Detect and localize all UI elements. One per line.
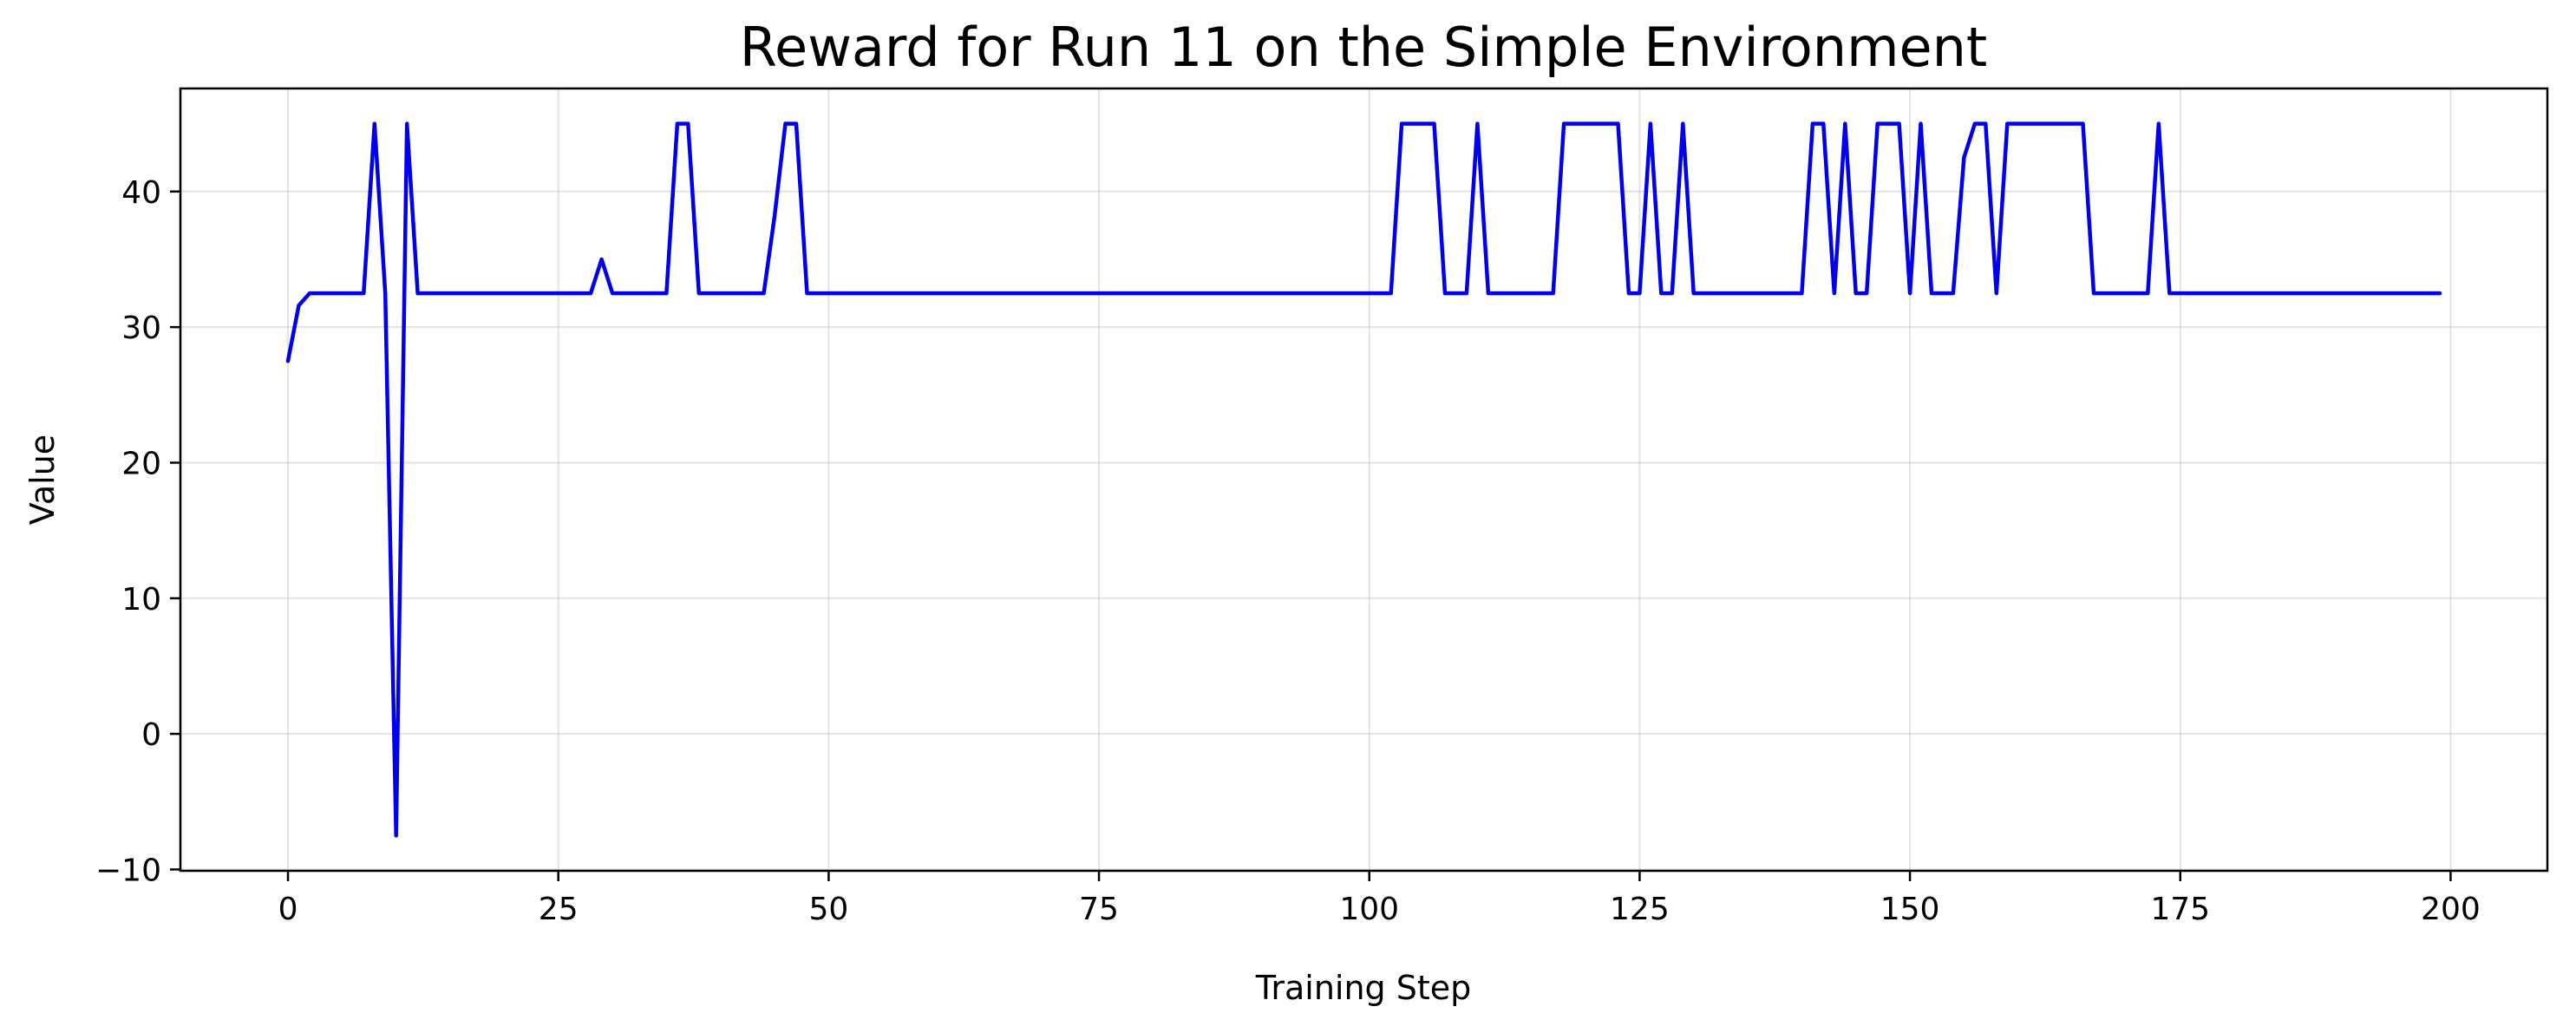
x-tick-label: 50 (808, 892, 848, 927)
y-tick-label: 40 (121, 175, 161, 211)
x-tick-label: 125 (1610, 892, 1670, 927)
x-tick-label: 200 (2421, 892, 2481, 927)
x-tick-label: 25 (539, 892, 579, 927)
y-axis-label: Value (23, 435, 62, 525)
y-tick-label: −10 (95, 853, 161, 888)
x-tick-label: 0 (278, 892, 298, 927)
y-axis: −10 0 10 20 30 40 (95, 175, 180, 888)
plot-frame (179, 87, 2549, 873)
series-line (285, 121, 2442, 838)
y-tick-label: 0 (141, 717, 161, 753)
grid-lines (180, 88, 2547, 871)
y-tick-label: 30 (121, 311, 161, 346)
x-tick-label: 150 (1880, 892, 1940, 927)
x-tick-label: 175 (2150, 892, 2210, 927)
x-tick-label: 75 (1079, 892, 1119, 927)
x-tick-label: 100 (1339, 892, 1399, 927)
y-tick-label: 20 (121, 446, 161, 481)
y-tick-label: 10 (121, 582, 161, 618)
series-layer (285, 121, 2442, 838)
x-axis: 0 25 50 75 100 125 150 175 200 (278, 871, 2481, 927)
x-axis-label: Training Step (1255, 969, 1472, 1007)
chart-title: Reward for Run 11 on the Simple Environm… (740, 16, 1987, 79)
